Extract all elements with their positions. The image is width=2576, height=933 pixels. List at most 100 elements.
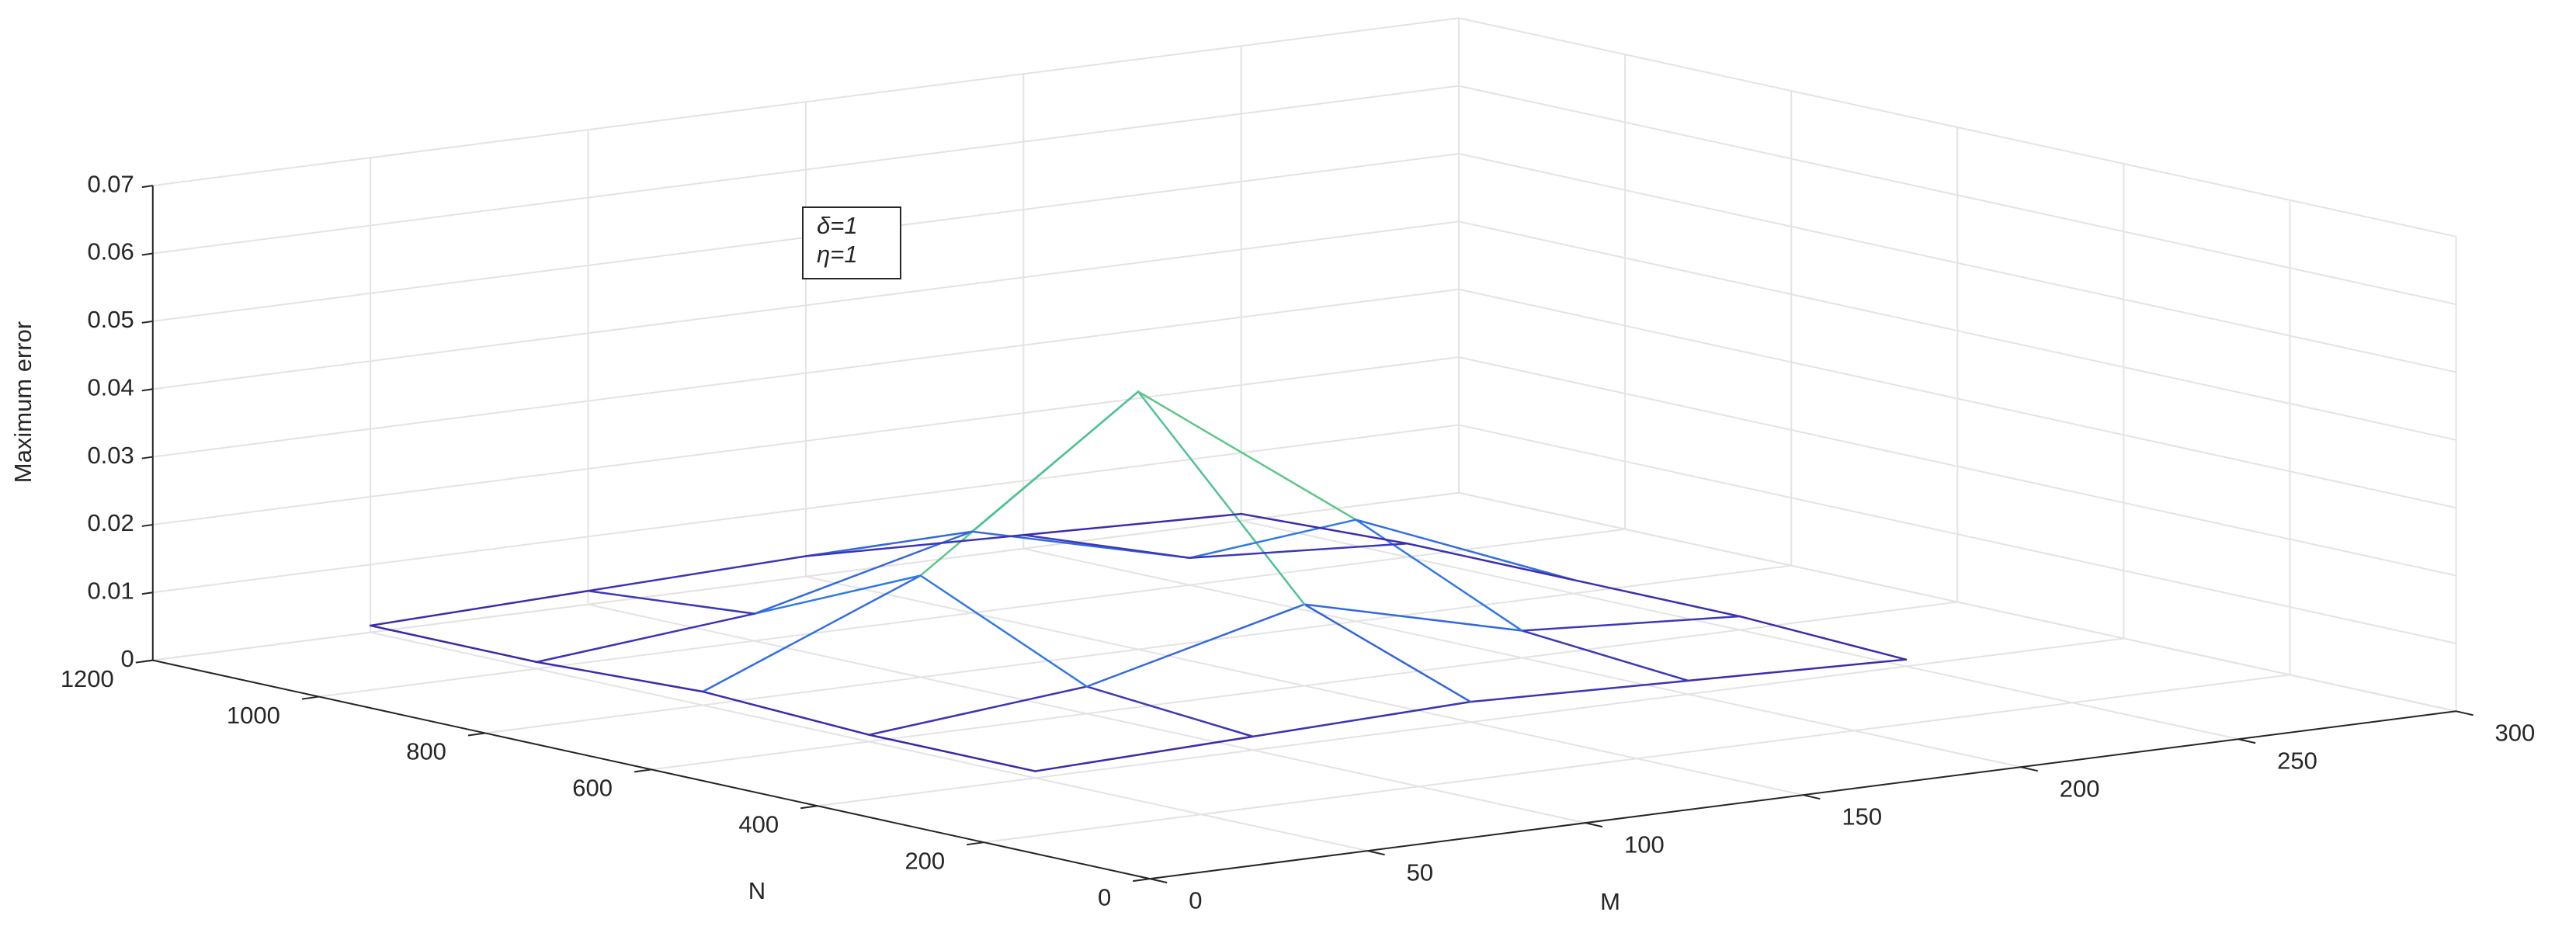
mesh-edge [1303, 603, 1472, 703]
z-tick [141, 388, 153, 392]
mesh-edge [1303, 603, 1523, 632]
z-tick-label: 0.01 [87, 577, 134, 604]
y-tick-label: 0 [1098, 883, 1111, 910]
mesh-edge [1406, 542, 1575, 581]
x-tick-label: 100 [1624, 831, 1665, 858]
grid-line [1458, 17, 2456, 238]
mesh-edge [804, 530, 974, 557]
x-tick-label: 50 [1407, 858, 1433, 886]
y-tick [135, 659, 153, 664]
mesh-edge [753, 574, 922, 615]
x-tick-label: 300 [2495, 719, 2536, 746]
mesh-edge [1252, 700, 1472, 738]
mesh-edge [804, 534, 1025, 557]
mesh-edge [1355, 519, 1575, 581]
grid-line [318, 528, 1626, 698]
y-tick [1133, 878, 1151, 883]
x-tick-label: 150 [1842, 803, 1882, 830]
grid-line [651, 601, 1958, 771]
y-tick-label: 1000 [227, 702, 280, 729]
mesh-edge [1738, 615, 1908, 661]
z-tick [141, 252, 153, 256]
z-tick [141, 523, 153, 527]
x-axis-label: M [1600, 888, 1620, 915]
grid-line [1458, 288, 2456, 509]
y-tick-label: 800 [406, 738, 446, 765]
annotation-line: δ=1 [817, 212, 858, 239]
mesh-edge [1521, 615, 1741, 632]
mesh-edge [1085, 685, 1255, 738]
mesh-edge [1137, 390, 1357, 521]
mesh-edge [1034, 735, 1255, 772]
grid-line [1458, 491, 2456, 713]
x-tick-label: 250 [2277, 747, 2317, 774]
grid-line [152, 85, 1460, 255]
z-tick-label: 0.07 [87, 170, 134, 197]
grid-line [152, 288, 1460, 458]
x-tick-label: 0 [1189, 886, 1202, 914]
mesh-edge [1085, 603, 1306, 688]
annotation-box [802, 206, 901, 279]
y-tick-label: 200 [904, 847, 945, 874]
x-tick [2238, 738, 2256, 744]
mesh-edge [1521, 630, 1689, 682]
x-tick [2020, 766, 2038, 772]
z-tick-label: 0.04 [87, 373, 134, 401]
y-tick-label: 400 [738, 810, 779, 838]
mesh-edge [919, 574, 1088, 688]
mesh-edge [1469, 679, 1689, 703]
z-tick-label: 0.06 [87, 238, 134, 265]
z-tick [141, 185, 153, 189]
y-tick [967, 841, 984, 846]
x-tick [1585, 822, 1603, 828]
y-tick [800, 805, 818, 810]
y-tick [634, 768, 652, 773]
grid-line [152, 17, 1460, 187]
mesh-edge [702, 574, 922, 693]
y-axis-label: N [748, 877, 766, 904]
mesh-edge [1022, 512, 1242, 536]
y-tick [301, 695, 320, 700]
mesh-edge [536, 661, 704, 693]
mesh-edge [1189, 519, 1357, 559]
x-tick [1150, 878, 1168, 884]
z-tick [141, 456, 153, 460]
mesh-edge [1240, 512, 1409, 545]
y-tick-label: 600 [572, 775, 613, 802]
grid-line [817, 637, 2124, 807]
mesh-edge [1137, 390, 1306, 605]
y-tick [467, 732, 486, 737]
grid-line [152, 220, 1460, 390]
grid-line [1458, 356, 2456, 577]
mesh-edge [1022, 534, 1191, 559]
mesh-edge [970, 390, 1140, 533]
mesh-edge [1572, 578, 1741, 618]
annotation-line: η=1 [817, 241, 858, 268]
mesh-edge [753, 530, 974, 615]
grid-line [984, 674, 2290, 844]
z-tick [141, 320, 153, 324]
x-tick-label: 200 [2060, 775, 2100, 802]
z-axis-label: Maximum error [9, 321, 36, 483]
grid-line [152, 491, 1460, 661]
mesh-edge [1687, 658, 1908, 682]
x-tick [2456, 710, 2474, 716]
grid-line [484, 564, 1792, 734]
z-tick-label: 0.05 [87, 306, 134, 333]
mesh-edge [1355, 519, 1523, 632]
z-tick-label: 0 [121, 645, 134, 672]
mesh-edge [369, 624, 538, 664]
grid-line [1458, 153, 2456, 373]
z-tick [141, 591, 153, 595]
y-tick-label: 1200 [61, 665, 114, 692]
mesh-edge [536, 612, 755, 664]
mesh-edge [702, 690, 870, 736]
mesh-edge [1189, 542, 1409, 559]
grid-line [152, 356, 1460, 525]
mesh-edge [868, 734, 1036, 772]
mesh-edge [587, 589, 755, 615]
grid-line [1458, 85, 2456, 306]
z-tick-label: 0.02 [87, 509, 134, 536]
mesh-edge [587, 555, 807, 592]
z-tick-label: 0.03 [87, 442, 134, 469]
